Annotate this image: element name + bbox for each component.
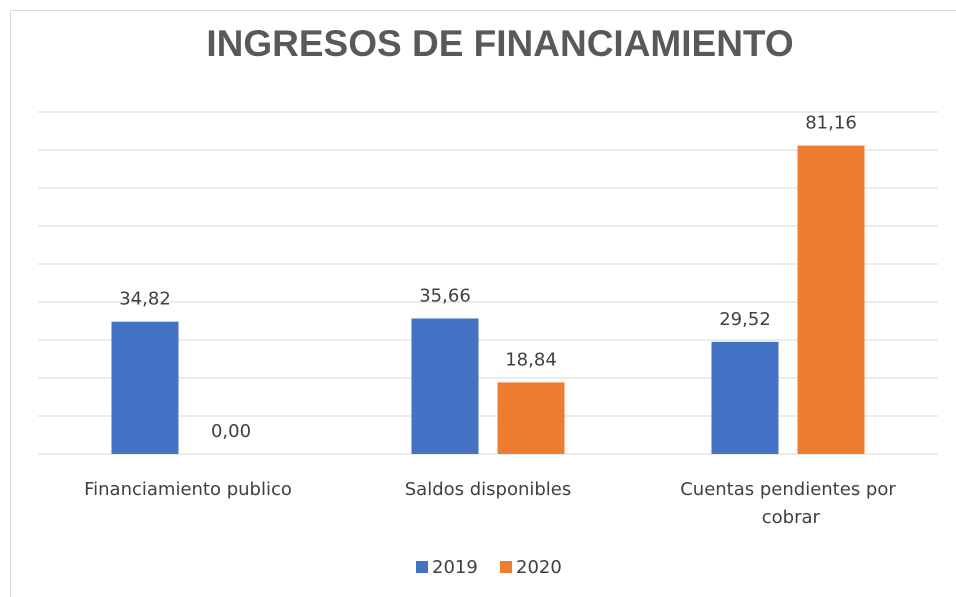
bar: [111, 321, 179, 454]
chart-border: [10, 10, 956, 597]
x-tick-label: Saldos disponibles: [405, 479, 572, 500]
data-label: 0,00: [211, 421, 251, 442]
data-label: 18,84: [505, 349, 557, 370]
data-label: 29,52: [719, 309, 771, 330]
bar: [497, 382, 565, 454]
legend-label: 2019: [432, 557, 478, 578]
x-tick-label: Cuentas pendientes por cobrar: [680, 479, 896, 528]
bar: [797, 145, 865, 455]
legend-swatch: [500, 561, 512, 573]
data-label: 34,82: [119, 289, 171, 310]
x-tick-label: Financiamiento publico: [84, 479, 292, 500]
bar: [711, 341, 779, 454]
bar: [411, 318, 479, 454]
data-label: 81,16: [805, 113, 857, 134]
legend-label: 2020: [516, 557, 562, 578]
data-label: 35,66: [419, 285, 471, 306]
legend-swatch: [416, 561, 428, 573]
chart-title: INGRESOS DE FINANCIAMIENTO: [206, 23, 793, 64]
